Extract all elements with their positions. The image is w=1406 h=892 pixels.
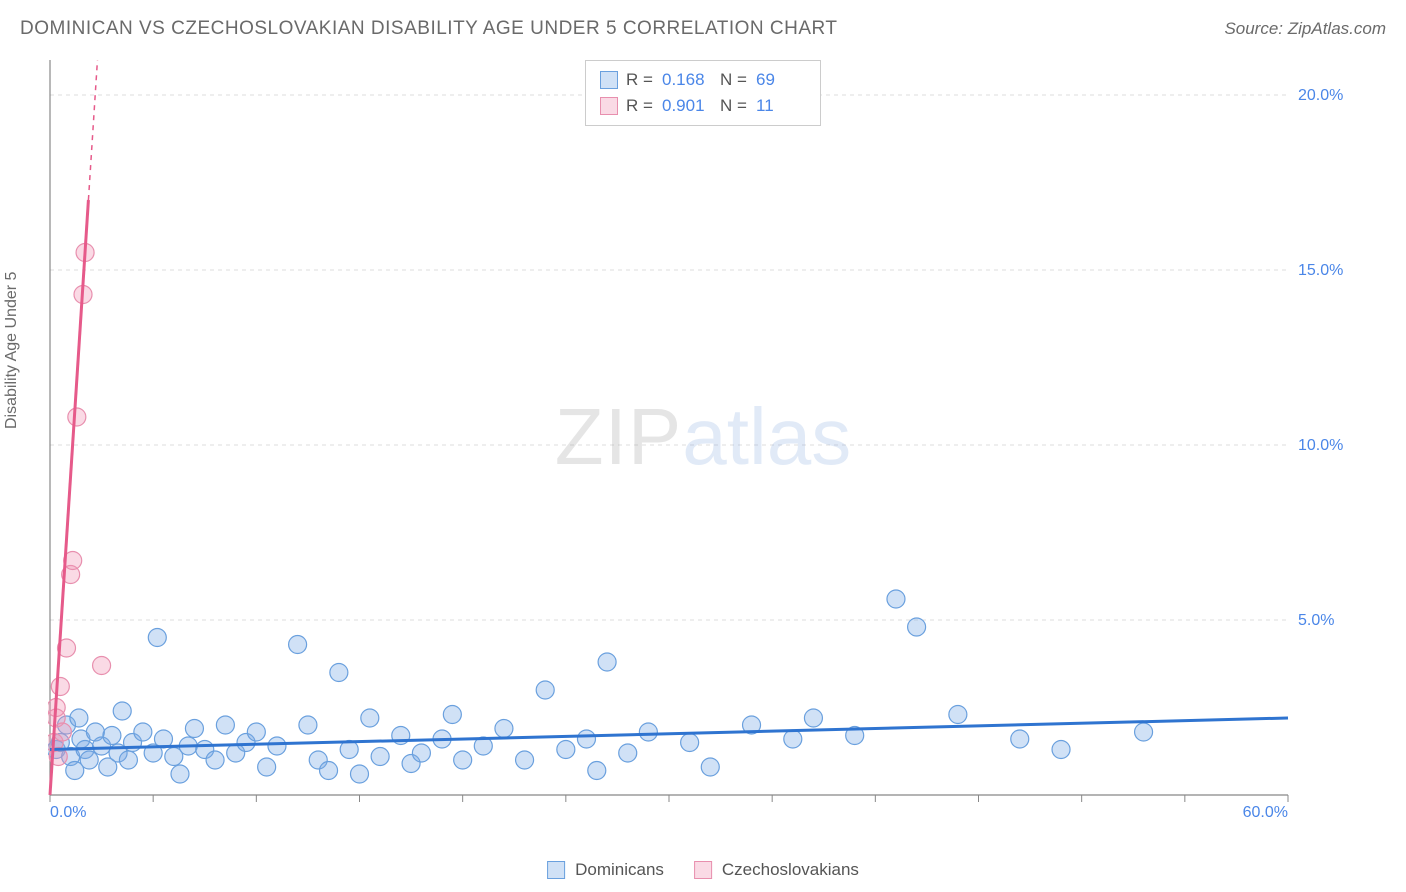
- svg-text:20.0%: 20.0%: [1298, 87, 1343, 104]
- y-axis-label: Disability Age Under 5: [3, 272, 21, 429]
- chart-title: DOMINICAN VS CZECHOSLOVAKIAN DISABILITY …: [20, 18, 838, 40]
- R-value-dominicans: 0.168: [662, 70, 712, 90]
- svg-text:0.0%: 0.0%: [50, 804, 86, 821]
- swatch-dominicans: [600, 71, 618, 89]
- stats-row-czech: R = 0.901 N = 11: [600, 93, 806, 119]
- legend-item-czech: Czechoslovakians: [694, 860, 859, 880]
- legend-item-dominicans: Dominicans: [547, 860, 664, 880]
- source-attribution: Source: ZipAtlas.com: [1224, 19, 1386, 39]
- scatter-plot: 5.0% 10.0% 15.0% 20.0% 0.0% 60.0%: [48, 55, 1358, 825]
- swatch-czech: [694, 861, 712, 879]
- R-value-czech: 0.901: [662, 96, 712, 116]
- N-value-czech: 11: [756, 96, 806, 116]
- svg-text:15.0%: 15.0%: [1298, 262, 1343, 279]
- stats-legend: R = 0.168 N = 69 R = 0.901 N = 11: [585, 60, 821, 126]
- N-label: N =: [720, 96, 748, 116]
- legend-label-czech: Czechoslovakians: [722, 860, 859, 880]
- N-label: N =: [720, 70, 748, 90]
- N-value-dominicans: 69: [756, 70, 806, 90]
- R-label: R =: [626, 70, 654, 90]
- legend-label-dominicans: Dominicans: [575, 860, 664, 880]
- svg-text:5.0%: 5.0%: [1298, 612, 1334, 629]
- svg-text:10.0%: 10.0%: [1298, 437, 1343, 454]
- chart-header: DOMINICAN VS CZECHOSLOVAKIAN DISABILITY …: [20, 18, 1386, 40]
- svg-text:60.0%: 60.0%: [1243, 804, 1288, 821]
- series-legend: Dominicans Czechoslovakians: [547, 860, 859, 880]
- stats-row-dominicans: R = 0.168 N = 69: [600, 67, 806, 93]
- swatch-czech: [600, 97, 618, 115]
- R-label: R =: [626, 96, 654, 116]
- swatch-dominicans: [547, 861, 565, 879]
